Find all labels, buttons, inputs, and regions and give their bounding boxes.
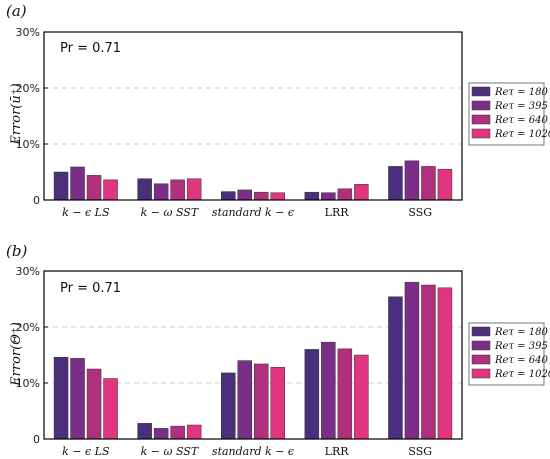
bar — [421, 284, 436, 440]
bar — [421, 166, 436, 201]
bar — [53, 356, 69, 440]
annotation-a: Pr = 0.71 — [60, 41, 121, 56]
bar — [388, 166, 403, 201]
bar — [86, 175, 102, 201]
y-tick-label: 30% — [16, 26, 40, 39]
x-ticks-a: k − ϵ LS k − ω SST standard k − ϵ LRR SSG — [62, 206, 432, 219]
bar — [103, 378, 118, 440]
bar — [404, 281, 420, 440]
y-tick-label: 20% — [16, 82, 40, 95]
bar — [388, 296, 403, 440]
bar — [186, 424, 202, 440]
y-ticks-a: 0 10% 20% 30% — [16, 26, 48, 207]
plot-frame-b — [43, 270, 463, 440]
legend-entry: Reτ = 1020 — [494, 369, 550, 380]
y-tick-label: 0 — [33, 433, 40, 446]
annotation-b: Pr = 0.71 — [60, 281, 121, 296]
panel-label-b: (b) — [6, 242, 27, 260]
bar — [170, 425, 185, 440]
x-tick-label: k − ϵ LS — [62, 445, 110, 458]
legend-entry: Reτ = 180 — [494, 87, 548, 98]
panel-a: (a) Error(ū⁺) 0 10% 20% 30% k − ϵ LS k − ω S… — [6, 2, 550, 219]
legend-swatch — [471, 368, 491, 379]
x-tick-label: standard k − ϵ — [212, 206, 294, 219]
bars-b — [53, 281, 453, 440]
bar — [437, 287, 453, 440]
grid-b — [44, 326, 462, 384]
x-tick-label: LRR — [325, 445, 350, 458]
bar — [304, 191, 320, 201]
plot-frame-a — [43, 31, 463, 201]
bar — [270, 192, 285, 201]
y-tick-label: 10% — [16, 138, 40, 151]
legend-entry: Reτ = 640 — [494, 355, 548, 366]
y-axis-label-b: Error(Θ⁺) — [9, 322, 24, 387]
x-tick-label: k − ω SST — [141, 206, 200, 219]
bars-a — [53, 160, 453, 201]
y-tick-label: 10% — [16, 377, 40, 390]
bar — [321, 341, 336, 440]
x-tick-label: LRR — [325, 206, 350, 219]
bar — [254, 363, 269, 440]
bar — [103, 179, 118, 201]
legend-entry: Reτ = 1020 — [494, 129, 550, 140]
legend-entry: Reτ = 395 — [494, 341, 548, 352]
legend-swatch — [471, 128, 491, 139]
y-tick-label: 30% — [16, 265, 40, 278]
legend-swatch — [471, 100, 491, 111]
bar — [221, 372, 236, 440]
bar — [321, 192, 336, 201]
panel-b: (b) Error(Θ⁺) 0 10% 20% 30% k − ϵ LS k − ω S… — [6, 242, 550, 458]
bar — [254, 191, 269, 201]
bar — [337, 348, 353, 440]
bar — [70, 358, 85, 440]
bar — [153, 428, 169, 440]
y-axis-label-a: Error(ū⁺) — [9, 83, 24, 145]
bar — [86, 368, 102, 440]
legend-swatch — [471, 114, 491, 125]
bar — [304, 349, 320, 440]
bar — [137, 423, 152, 440]
bar — [170, 179, 185, 201]
legend-b: Reτ = 180 Reτ = 395 Reτ = 640 Reτ = 1020 — [468, 322, 550, 386]
bar — [354, 354, 369, 440]
legend-entry: Reτ = 640 — [494, 115, 548, 126]
bar — [186, 178, 202, 201]
legend-swatch — [471, 340, 491, 351]
legend-swatch — [471, 86, 491, 97]
x-tick-label: k − ϵ LS — [62, 206, 110, 219]
bar — [137, 178, 152, 201]
bar — [437, 168, 453, 201]
bar — [237, 189, 252, 201]
y-tick-label: 20% — [16, 321, 40, 334]
y-tick-label: 0 — [33, 194, 40, 207]
x-tick-label: SSG — [408, 206, 432, 219]
bar — [237, 360, 252, 440]
panel-label-a: (a) — [6, 2, 27, 20]
x-tick-label: SSG — [408, 445, 432, 458]
y-ticks-b: 0 10% 20% 30% — [16, 265, 48, 446]
grid-a — [44, 87, 462, 145]
legend-swatch — [471, 354, 491, 365]
x-tick-label: standard k − ϵ — [212, 445, 294, 458]
bar — [153, 183, 169, 201]
legend-entry: Reτ = 180 — [494, 327, 548, 338]
bar — [70, 166, 85, 201]
bar — [354, 184, 369, 201]
bar — [270, 367, 285, 440]
x-tick-label: k − ω SST — [141, 445, 200, 458]
legend-entry: Reτ = 395 — [494, 101, 548, 112]
bar — [337, 188, 353, 201]
legend-a: Reτ = 180 Reτ = 395 Reτ = 640 Reτ = 1020 — [468, 82, 550, 146]
bar — [404, 160, 420, 201]
x-ticks-b: k − ϵ LS k − ω SST standard k − ϵ LRR SSG — [62, 445, 432, 458]
bar — [221, 191, 236, 201]
bar — [53, 171, 69, 201]
legend-swatch — [471, 326, 491, 337]
